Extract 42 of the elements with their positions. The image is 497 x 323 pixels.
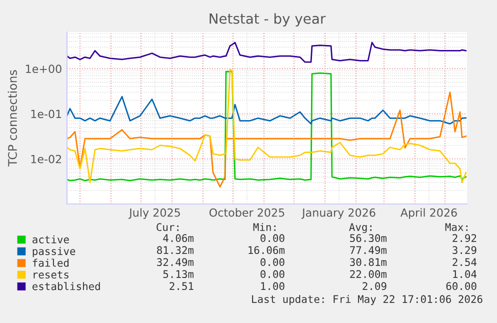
- line-series: [67, 96, 467, 124]
- text: 56.30m: [350, 234, 387, 242]
- text: Max:: [445, 223, 468, 232]
- text: 3.29: [452, 246, 476, 254]
- text: 81.32m: [157, 246, 194, 254]
- legend-label: passive: [32, 247, 76, 258]
- x-tick-label: July 2025: [128, 208, 180, 219]
- y-tick-label: 1e-01: [31, 110, 62, 118]
- text: Last update: Fri May 22 17:01:06 2026: [252, 294, 482, 306]
- chart-title: Netstat - by year: [210, 13, 326, 27]
- text: 2.54: [452, 258, 477, 266]
- text: 60.00: [446, 282, 476, 290]
- text: 2.92: [452, 234, 476, 242]
- text: 30.81m: [350, 258, 387, 266]
- x-tick-label: April 2026: [400, 208, 457, 219]
- line-series: [67, 42, 467, 63]
- y-tick-label: 1e+00: [26, 64, 62, 74]
- x-tick-label: October 2025: [209, 208, 284, 217]
- text: 1.00: [261, 282, 284, 290]
- text: 32.49m: [157, 258, 194, 266]
- text: 1.04: [453, 270, 477, 278]
- legend-label: active: [32, 235, 69, 244]
- text: Cur:: [156, 223, 178, 232]
- x-tick-label: January 2026: [301, 208, 376, 219]
- text: Avg:: [349, 223, 372, 234]
- y-axis-title: TCP connections: [8, 70, 17, 166]
- text: 2.09: [362, 282, 386, 290]
- text: 16.06m: [248, 246, 285, 254]
- legend-label: failed: [32, 258, 69, 267]
- legend-label: resets: [34, 271, 68, 279]
- line-series: [67, 92, 467, 188]
- text: Min:: [253, 222, 276, 231]
- text: 5.13m: [163, 270, 194, 278]
- text: 77.49m: [350, 246, 387, 254]
- y-tick-label: 1e-02: [31, 154, 62, 164]
- text: 0.00: [260, 258, 284, 266]
- text: 0.00: [260, 234, 284, 242]
- text: 0.00: [260, 270, 284, 278]
- text: 4.06m: [163, 234, 194, 242]
- legend-label: established: [32, 282, 100, 290]
- text: 2.51: [170, 282, 194, 290]
- text: 22.00m: [350, 270, 387, 278]
